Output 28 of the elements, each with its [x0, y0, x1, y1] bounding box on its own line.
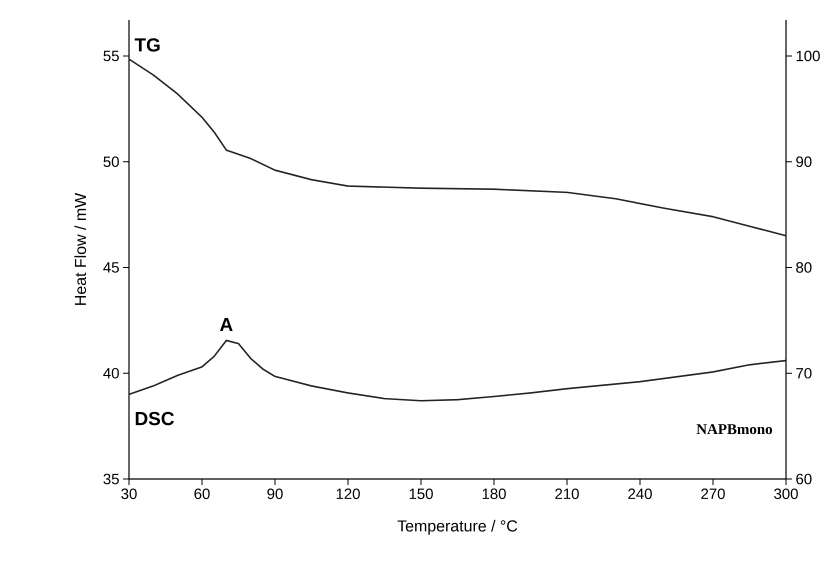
y-tick-label: 35 — [103, 474, 119, 484]
x-tick-label: 30 — [121, 488, 137, 500]
x-tick-label: 150 — [410, 488, 433, 500]
x-tick-label: 300 — [774, 488, 798, 500]
x-tick-label: 180 — [482, 488, 506, 500]
y-tick-label: 45 — [103, 262, 119, 273]
y-tick-label: 40 — [103, 368, 119, 379]
series-label: TG — [134, 38, 160, 52]
x-tick-label: 120 — [336, 488, 360, 500]
line-series — [128, 340, 787, 402]
x-tick-label: 90 — [267, 488, 283, 500]
y2-tick-label: 90 — [796, 156, 812, 167]
y2-tick-label: 80 — [796, 262, 812, 273]
annotation: NAPBmono — [696, 424, 772, 434]
line-series — [128, 58, 787, 237]
y2-tick-label: 60 — [796, 474, 812, 484]
y-axis-title: Heat Flow / mW — [74, 192, 86, 305]
annotation: A — [220, 318, 233, 331]
y2-tick-label: 70 — [796, 368, 812, 379]
y2-tick-label: 100 — [796, 50, 820, 62]
x-tick-label: 60 — [194, 488, 210, 500]
x-axis-title: Temperature / °C — [398, 520, 518, 535]
x-tick-label: 210 — [555, 488, 579, 500]
y-tick-label: 50 — [103, 156, 119, 167]
series-label: DSC — [136, 412, 174, 426]
x-tick-label: 270 — [701, 488, 725, 500]
x-tick-label: 240 — [628, 488, 652, 500]
y-tick-label: 55 — [103, 50, 119, 62]
